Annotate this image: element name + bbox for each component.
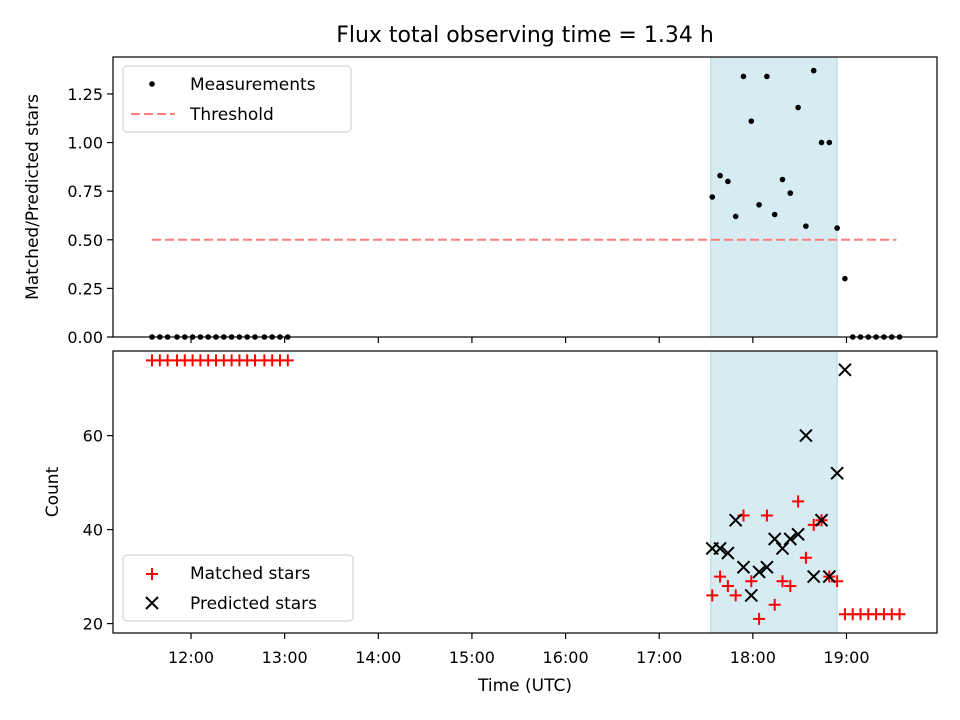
predicted-star-point — [838, 363, 852, 377]
observing-span-top — [710, 56, 838, 338]
matched-stars-points — [146, 354, 906, 625]
measurement-point — [834, 225, 840, 231]
x-tick-label: 13:00 — [262, 648, 308, 667]
matched-star-point — [714, 570, 727, 583]
measurement-point — [725, 178, 731, 185]
measurement-point — [818, 139, 825, 146]
x-tick-label: 16:00 — [543, 648, 589, 667]
predicted-star-point — [814, 513, 829, 527]
count-legend: Matched stars Predicted stars — [122, 554, 354, 622]
x-axis-label: Time (UTC) — [477, 676, 572, 696]
matched-star-point — [281, 354, 294, 367]
measurement-point — [795, 104, 801, 111]
predicted-star-point — [791, 527, 805, 542]
x-tick-label: 19:00 — [823, 648, 869, 667]
matched-star-point — [721, 580, 734, 592]
measurement-point — [732, 213, 739, 220]
x-tick-label: 12:00 — [168, 648, 214, 667]
predicted-star-point — [783, 532, 798, 546]
ratio-y-axis-label: Matched/Predicted stars — [23, 94, 43, 300]
measurement-point — [764, 73, 770, 80]
y-tick-label: 40 — [83, 521, 103, 540]
x-tick-label: 15:00 — [449, 648, 495, 667]
predicted-star-point — [713, 541, 727, 556]
predicted-star-point — [830, 466, 844, 480]
measurement-point — [709, 194, 716, 200]
measurement-point — [771, 211, 778, 218]
y-tick-label: 1.00 — [67, 134, 103, 153]
ratio-x-ticks — [190, 337, 848, 343]
predicted-star-point — [760, 560, 774, 574]
count-panel: 20 40 60 12:00 13:00 14:00 15:00 16:00 17:00 18:… — [43, 350, 938, 696]
matched-star-point — [753, 612, 766, 625]
predicted-star-point — [736, 560, 751, 574]
y-tick-label: 1.25 — [67, 85, 103, 104]
legend-matched-label: Matched stars — [190, 564, 310, 584]
predicted-star-point — [728, 513, 743, 527]
matched-star-point — [745, 575, 758, 588]
measurement-point — [756, 201, 762, 208]
measurement-point — [740, 73, 747, 80]
matched-star-point — [729, 589, 742, 602]
predicted-star-point — [767, 532, 782, 546]
predicted-star-point — [799, 428, 813, 443]
count-axes-frame — [112, 350, 938, 634]
predicted-star-point — [807, 569, 821, 584]
count-y-ticks: 20 40 60 — [83, 427, 113, 634]
measurement-point — [810, 67, 817, 74]
ratio-axes-frame — [112, 56, 938, 338]
y-tick-label: 0.00 — [67, 328, 103, 347]
predicted-star-point — [744, 588, 758, 603]
predicted-star-point — [775, 541, 790, 556]
y-tick-label: 0.25 — [67, 279, 103, 298]
x-tick-label: 17:00 — [636, 648, 682, 667]
measurement-point — [787, 190, 794, 196]
count-legend-box — [122, 554, 354, 622]
legend-predicted-marker — [145, 596, 159, 610]
legend-threshold-label: Threshold — [189, 105, 274, 125]
measurement-point — [717, 172, 723, 179]
matched-star-point — [792, 495, 805, 508]
legend-matched-marker — [146, 568, 158, 580]
legend-measurements-label: Measurements — [190, 75, 316, 95]
matched-star-point — [799, 551, 812, 564]
ratio-y-ticks: 0.00 0.25 0.50 0.75 1.00 1.25 — [67, 85, 113, 347]
measurement-point — [803, 223, 809, 229]
measurement-point — [842, 275, 848, 282]
matched-star-point — [760, 509, 773, 522]
matched-star-point — [768, 598, 781, 611]
ratio-legend: Measurements Threshold — [122, 65, 352, 133]
matched-star-point — [776, 575, 789, 588]
matched-star-point — [893, 608, 906, 621]
y-tick-label: 60 — [83, 427, 103, 446]
matched-star-point — [784, 580, 797, 592]
count-x-ticks: 12:00 13:00 14:00 15:00 16:00 17:00 18:00 19:00 — [168, 633, 870, 667]
predicted-star-point — [822, 569, 837, 584]
predicted-star-point — [752, 565, 766, 579]
ratio-panel: 0.00 0.25 0.50 0.75 1.00 1.25 Matched/Predict… — [23, 56, 938, 347]
count-y-axis-label: Count — [43, 466, 63, 517]
predicted-stars-points — [705, 363, 852, 603]
observing-span-bottom — [710, 350, 838, 634]
ratio-legend-box — [122, 65, 352, 133]
legend-measurement-marker — [149, 81, 155, 87]
y-tick-label: 0.75 — [67, 182, 103, 201]
x-tick-label: 18:00 — [730, 648, 776, 667]
y-tick-label: 0.50 — [67, 231, 103, 250]
matched-star-point — [706, 589, 719, 602]
measurement-point — [826, 139, 833, 146]
x-tick-label: 14:00 — [355, 648, 401, 667]
y-tick-label: 20 — [83, 615, 103, 634]
measurement-point — [748, 118, 755, 124]
chart-title: Flux total observing time = 1.34 h — [336, 23, 714, 48]
measurement-point — [779, 176, 786, 183]
legend-predicted-label: Predicted stars — [190, 594, 317, 614]
predicted-star-point — [721, 546, 735, 560]
